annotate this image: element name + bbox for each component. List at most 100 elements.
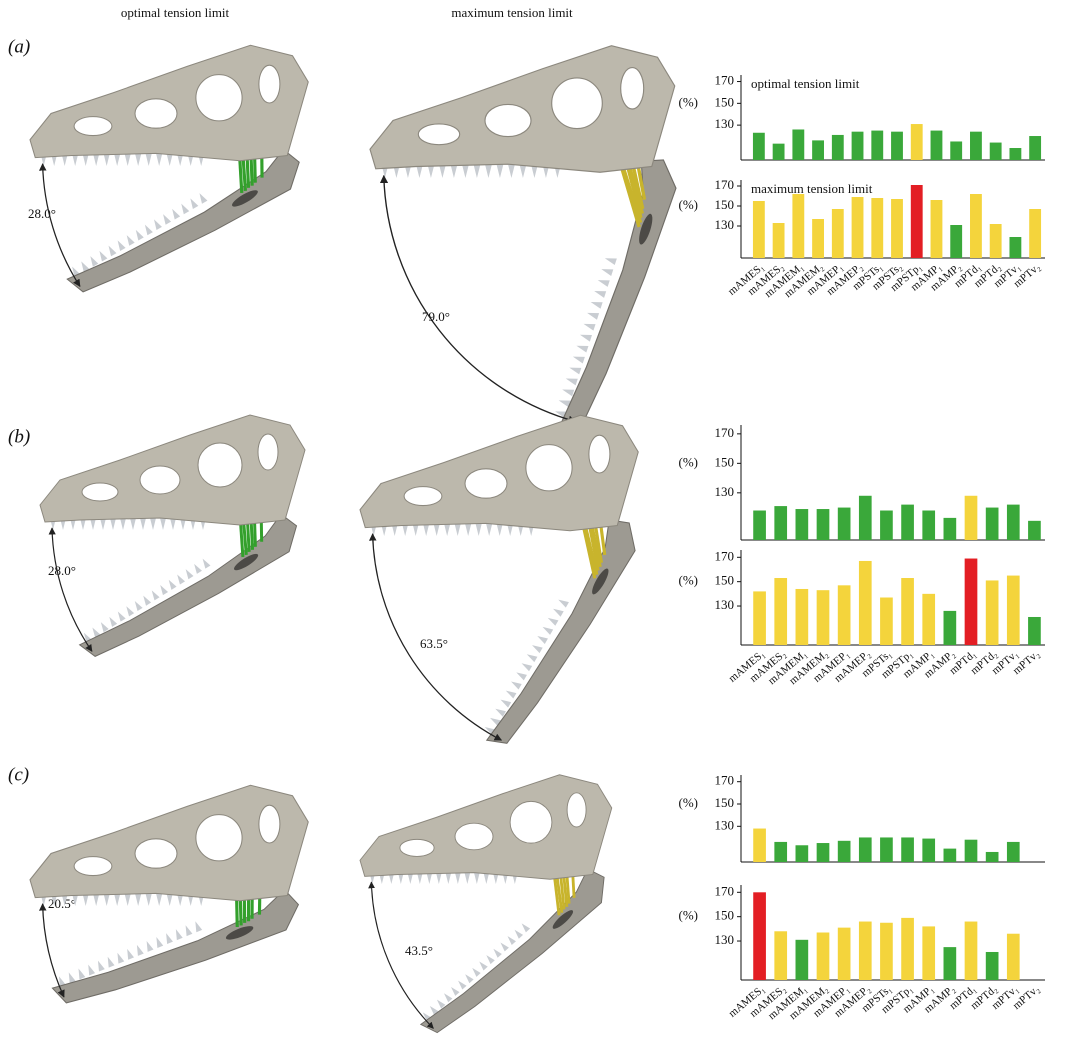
jaw-fenestra [592, 568, 609, 595]
tooth [587, 312, 600, 320]
y-tick-label: 170 [715, 425, 735, 440]
fenestra [258, 64, 281, 104]
bar [1029, 209, 1042, 258]
tooth [202, 558, 211, 569]
tooth [143, 595, 152, 606]
tooth [150, 518, 156, 530]
tooth [199, 193, 208, 204]
tooth [135, 229, 144, 241]
tooth [553, 608, 564, 617]
bar [964, 558, 978, 645]
y-axis-label: (%) [679, 94, 699, 109]
tooth [68, 972, 76, 984]
tooth [168, 579, 177, 590]
y-axis-label: (%) [679, 908, 699, 923]
tooth [195, 921, 203, 933]
tooth [391, 523, 398, 536]
tooth [472, 967, 481, 977]
bar [816, 590, 830, 645]
jaw-bone [485, 519, 636, 744]
gape-angle: 28.0° [48, 563, 76, 578]
bar [858, 921, 872, 980]
bar [922, 510, 936, 540]
y-tick-label: 130 [715, 597, 735, 612]
jaw-bone [78, 513, 298, 657]
y-tick-label: 150 [715, 573, 735, 588]
tooth [514, 929, 524, 939]
y-tick-label: 170 [715, 73, 735, 88]
tooth [100, 622, 109, 633]
y-tick-label: 130 [715, 817, 735, 832]
tooth [180, 518, 186, 530]
bar [985, 580, 999, 645]
bar [989, 142, 1002, 160]
bar [910, 124, 923, 160]
tooth [81, 261, 90, 273]
bar [831, 134, 844, 160]
bar [1006, 504, 1020, 540]
tooth [70, 518, 76, 530]
tooth [117, 952, 125, 964]
skull-illustration [359, 414, 639, 744]
tooth [140, 518, 146, 530]
bar [753, 591, 766, 645]
bar [753, 892, 766, 980]
gape-angle: 43.5° [405, 943, 433, 958]
tooth [465, 974, 474, 984]
tooth [473, 164, 481, 178]
jaw-bone [559, 159, 677, 426]
bar [985, 851, 999, 862]
tooth [423, 523, 430, 536]
y-tick-label: 170 [715, 883, 735, 898]
jaw-fenestra [225, 926, 254, 940]
bar [837, 507, 851, 540]
tooth [177, 574, 186, 585]
skull-illustration [369, 45, 677, 426]
jaw-fenestra [639, 213, 653, 245]
gape-angle: 28.0° [28, 206, 56, 221]
jaw-bone [51, 889, 300, 1004]
fenestra [139, 465, 181, 495]
jaw-fenestra [552, 910, 574, 929]
y-tick-label: 150 [715, 94, 735, 109]
tooth [72, 893, 79, 906]
tooth [126, 606, 135, 617]
jaw-bone [419, 868, 605, 1034]
tooth [465, 523, 472, 536]
tooth [601, 269, 614, 276]
bar [891, 199, 903, 258]
tooth [416, 164, 423, 178]
tooth [175, 929, 183, 941]
tooth [166, 893, 173, 906]
fenestra [588, 434, 611, 474]
tooth [72, 153, 79, 166]
tooth [436, 999, 446, 1009]
fenestra [399, 838, 435, 857]
bar [964, 495, 978, 540]
bar [970, 194, 982, 258]
tooth [521, 663, 533, 672]
tooth [97, 960, 105, 972]
bar [753, 510, 766, 540]
bar [851, 131, 864, 160]
bar [880, 510, 893, 540]
skull-illustration [29, 44, 309, 293]
skull-illustration [359, 774, 613, 1034]
tooth [145, 153, 152, 166]
tooth [493, 948, 502, 958]
tooth [88, 964, 96, 976]
tooth [576, 345, 589, 353]
bar [871, 198, 884, 258]
tooth [177, 153, 184, 166]
tooth [78, 968, 86, 980]
tooth [194, 563, 202, 574]
tooth [569, 367, 582, 375]
fenestra [134, 838, 178, 869]
tooth [177, 893, 184, 906]
tooth [454, 523, 461, 536]
bar [891, 131, 903, 160]
tooth [103, 153, 110, 166]
y-tick-label: 170 [715, 177, 735, 192]
tooth [110, 518, 116, 530]
